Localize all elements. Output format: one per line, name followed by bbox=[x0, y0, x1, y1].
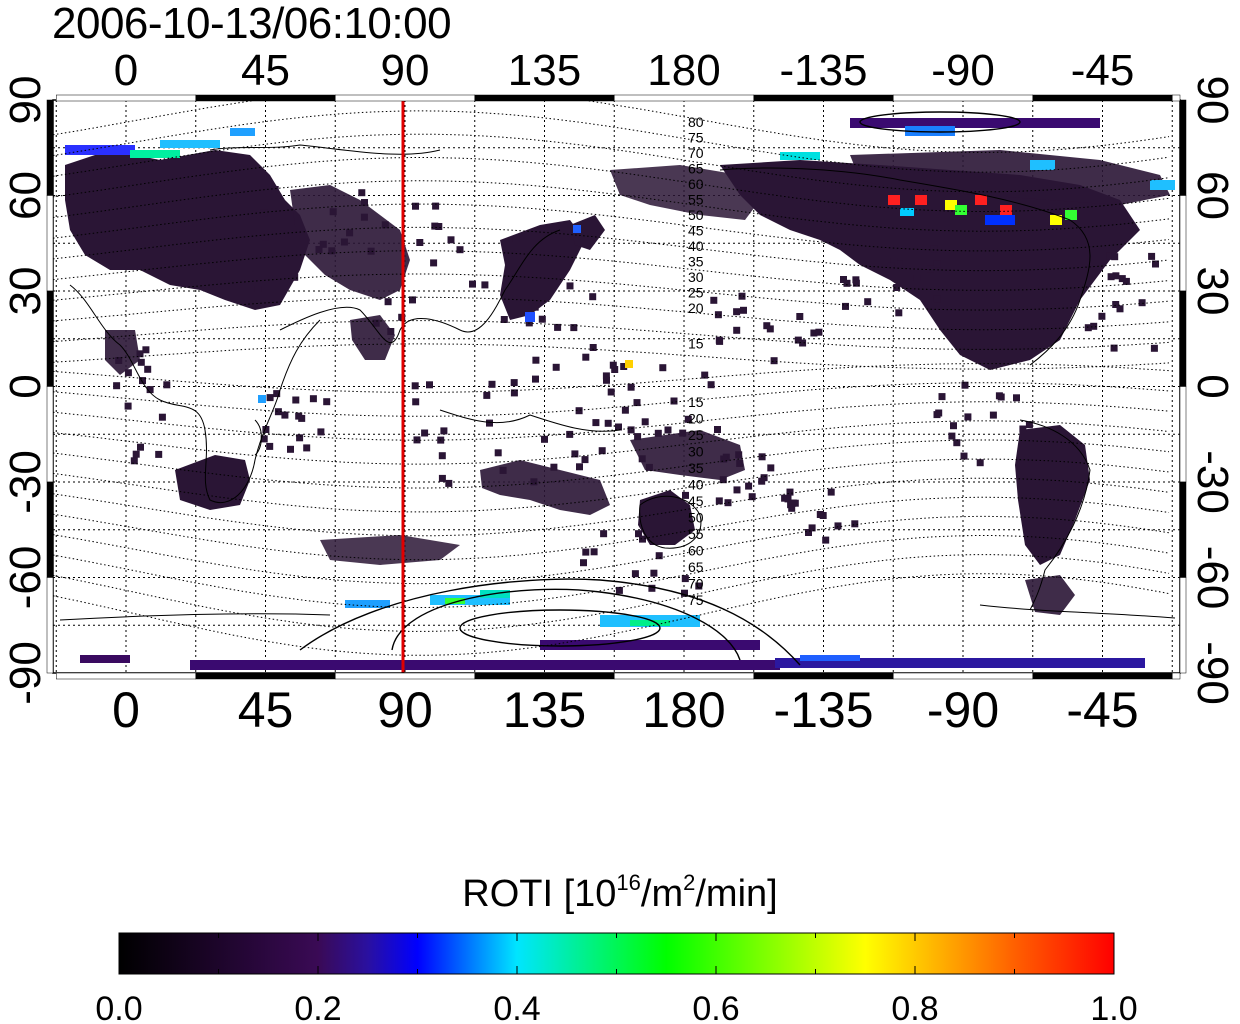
contour-label: 75 bbox=[688, 130, 704, 146]
contour-label: 45 bbox=[688, 223, 704, 239]
lon-tick-bottom: 135 bbox=[503, 682, 586, 738]
colorbar-ticks: 0.0 0.2 0.4 0.6 0.8 1.0 bbox=[95, 933, 1138, 1024]
tick-labels: 0 45 90 135 180 -135 -90 -45 0 45 90 135 180 -135 -90 -… bbox=[1, 46, 1237, 738]
lat-tick-right: 30 bbox=[1188, 267, 1237, 316]
lon-tick-top: -90 bbox=[931, 46, 995, 95]
lat-tick-left: 90 bbox=[1, 76, 50, 125]
patch-canada bbox=[850, 150, 1170, 205]
contour-label: 20 bbox=[688, 300, 704, 316]
patch-asia bbox=[290, 185, 410, 300]
contour-label: 55 bbox=[688, 526, 704, 542]
lon-tick-top: 135 bbox=[508, 46, 581, 95]
patch-eurasia bbox=[65, 150, 310, 310]
patch-japan bbox=[570, 215, 605, 250]
colorbar-tick-label: 0.6 bbox=[692, 990, 739, 1024]
contour-label: 50 bbox=[688, 510, 704, 526]
patch-south-america bbox=[1015, 425, 1090, 565]
lat-tick-right: -90 bbox=[1188, 641, 1237, 705]
colorbar-tick-label: 0.0 bbox=[95, 990, 142, 1024]
lat-tick-left: 30 bbox=[1, 267, 50, 316]
lon-tick-top: 45 bbox=[241, 46, 290, 95]
contour-label: 25 bbox=[688, 285, 704, 301]
patch-indonesia bbox=[480, 460, 610, 515]
lon-tick-bottom: -135 bbox=[773, 682, 873, 738]
lat-tick-right: 90 bbox=[1188, 76, 1237, 125]
roti-patches bbox=[65, 150, 1170, 615]
lat-tick-left: -90 bbox=[1, 641, 50, 705]
lon-tick-bottom: 180 bbox=[642, 682, 725, 738]
contour-label: 25 bbox=[688, 427, 704, 443]
lon-tick-bottom: 90 bbox=[377, 682, 433, 738]
colorbar-title: ROTI [1016/m2/min] bbox=[462, 870, 778, 916]
contour-label: 40 bbox=[688, 238, 704, 254]
contour-label: 60 bbox=[688, 176, 704, 192]
lon-tick-bottom: -90 bbox=[927, 682, 999, 738]
patch-south-america-s bbox=[1025, 575, 1075, 615]
contour-label: 45 bbox=[688, 493, 704, 509]
colorbar-tick-label: 0.4 bbox=[493, 990, 540, 1024]
lat-tick-right: 0 bbox=[1188, 374, 1237, 398]
patch-east-asia bbox=[500, 220, 585, 320]
axis-bars bbox=[46, 94, 1187, 680]
contour-label: 35 bbox=[688, 254, 704, 270]
lon-tick-bottom: 0 bbox=[112, 682, 140, 738]
colorbar-tick-label: 1.0 bbox=[1090, 990, 1137, 1024]
colorbar-tick-label: 0.8 bbox=[891, 990, 938, 1024]
contour-label: 70 bbox=[688, 576, 704, 592]
contour-label: 30 bbox=[688, 269, 704, 285]
contour-label: 35 bbox=[688, 460, 704, 476]
patch-siberia-ne bbox=[610, 165, 760, 220]
contour-label: 30 bbox=[688, 444, 704, 460]
contour-label: 15 bbox=[688, 336, 704, 352]
patch-pacific-s bbox=[630, 430, 745, 480]
patch-north-america bbox=[720, 160, 1140, 370]
contour-label: 20 bbox=[688, 411, 704, 427]
contour-label: 65 bbox=[688, 559, 704, 575]
magnetic-latitude-contours bbox=[53, 100, 1170, 656]
contour-label: 80 bbox=[688, 114, 704, 130]
patch-africa-mid bbox=[105, 330, 140, 375]
lat-tick-left: -60 bbox=[1, 546, 50, 610]
contour-labels: 8075706560555045403530252015152025303540… bbox=[688, 114, 704, 608]
contour-label: 60 bbox=[688, 543, 704, 559]
lon-tick-bottom: -45 bbox=[1066, 682, 1138, 738]
lon-tick-top: 90 bbox=[381, 46, 430, 95]
contour-label: 55 bbox=[688, 192, 704, 208]
polar-bands bbox=[65, 118, 1175, 670]
coastlines bbox=[59, 144, 1176, 621]
lat-tick-right: 60 bbox=[1188, 171, 1237, 220]
lat-tick-left: 0 bbox=[1, 374, 50, 398]
contour-label: 75 bbox=[688, 592, 704, 608]
lat-tick-left: 60 bbox=[1, 171, 50, 220]
patch-south-africa bbox=[175, 455, 250, 510]
contour-label: 65 bbox=[688, 161, 704, 177]
map-title: 2006-10-13/06:10:00 bbox=[52, 0, 452, 48]
contour-label: 50 bbox=[688, 207, 704, 223]
patch-australia bbox=[638, 490, 695, 545]
contour-label: 70 bbox=[688, 145, 704, 161]
lon-tick-top: 0 bbox=[114, 46, 138, 95]
lon-tick-top: 180 bbox=[647, 46, 720, 95]
auroral-contours bbox=[299, 111, 1021, 666]
contour-label: 15 bbox=[688, 394, 704, 410]
colorbar bbox=[118, 932, 1115, 975]
colorbar-tick-label: 0.2 bbox=[294, 990, 341, 1024]
lon-tick-top: -135 bbox=[779, 46, 867, 95]
contour-label: 40 bbox=[688, 477, 704, 493]
lon-tick-bottom: 45 bbox=[238, 682, 294, 738]
lat-tick-right: -30 bbox=[1188, 450, 1237, 514]
lat-tick-right: -60 bbox=[1188, 546, 1237, 610]
patch-india bbox=[350, 315, 395, 360]
lat-tick-left: -30 bbox=[1, 450, 50, 514]
lon-tick-top: -45 bbox=[1071, 46, 1135, 95]
